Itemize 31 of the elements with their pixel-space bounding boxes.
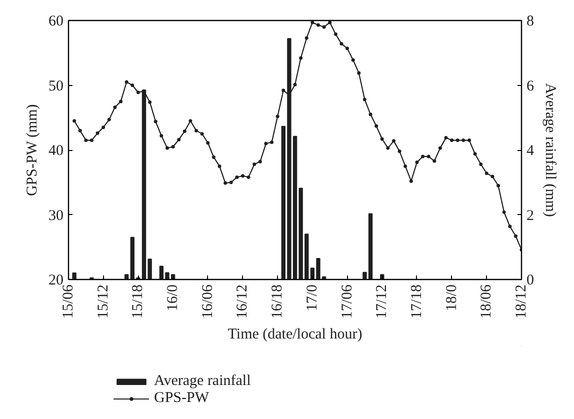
x-tick-label: 16/12 bbox=[234, 284, 251, 319]
x-tick-label: 16/18 bbox=[270, 284, 286, 319]
y2-tick-label: 4 bbox=[526, 143, 534, 159]
y-axis-title: GPS-PW (mm) bbox=[24, 104, 40, 196]
x-tick-label: 17/12 bbox=[374, 284, 390, 319]
y2-tick-label: 2 bbox=[526, 208, 534, 224]
x-axis-title: Time (date/local hour) bbox=[228, 326, 362, 343]
x-tick-label: 18/06 bbox=[478, 284, 495, 319]
x-tick-label: 17/18 bbox=[408, 284, 425, 319]
x-tick-label: 16/06 bbox=[200, 284, 216, 319]
x-tick-label: 15/18 bbox=[130, 284, 146, 319]
y2-tick-label: 6 bbox=[526, 78, 534, 94]
y-tick-label: 60 bbox=[48, 14, 64, 30]
y-tick-label: 20 bbox=[48, 272, 64, 288]
y-tick-label: 50 bbox=[48, 78, 64, 94]
x-tick-label: 16/0 bbox=[165, 284, 182, 312]
y2-tick-label: 0 bbox=[526, 272, 534, 288]
y2-tick-label: 8 bbox=[526, 14, 534, 30]
legend-label: Average rainfall bbox=[154, 373, 251, 390]
y-tick-label: 30 bbox=[48, 208, 64, 224]
x-tick-label: 15/12 bbox=[95, 284, 112, 319]
legend-label: GPS-PW bbox=[154, 390, 210, 407]
x-tick-label: 15/06 bbox=[60, 284, 76, 319]
y-tick-label: 40 bbox=[48, 143, 64, 159]
x-tick-label: 18/0 bbox=[444, 284, 460, 312]
x-tick-label: 17/0 bbox=[304, 284, 320, 312]
y2-axis-title: Average rainfall (mm) bbox=[542, 83, 558, 217]
bar bbox=[124, 274, 129, 280]
bar bbox=[72, 272, 76, 280]
x-tick-label: 18/12 bbox=[514, 284, 530, 319]
x-tick-label: 17/06 bbox=[339, 284, 356, 319]
